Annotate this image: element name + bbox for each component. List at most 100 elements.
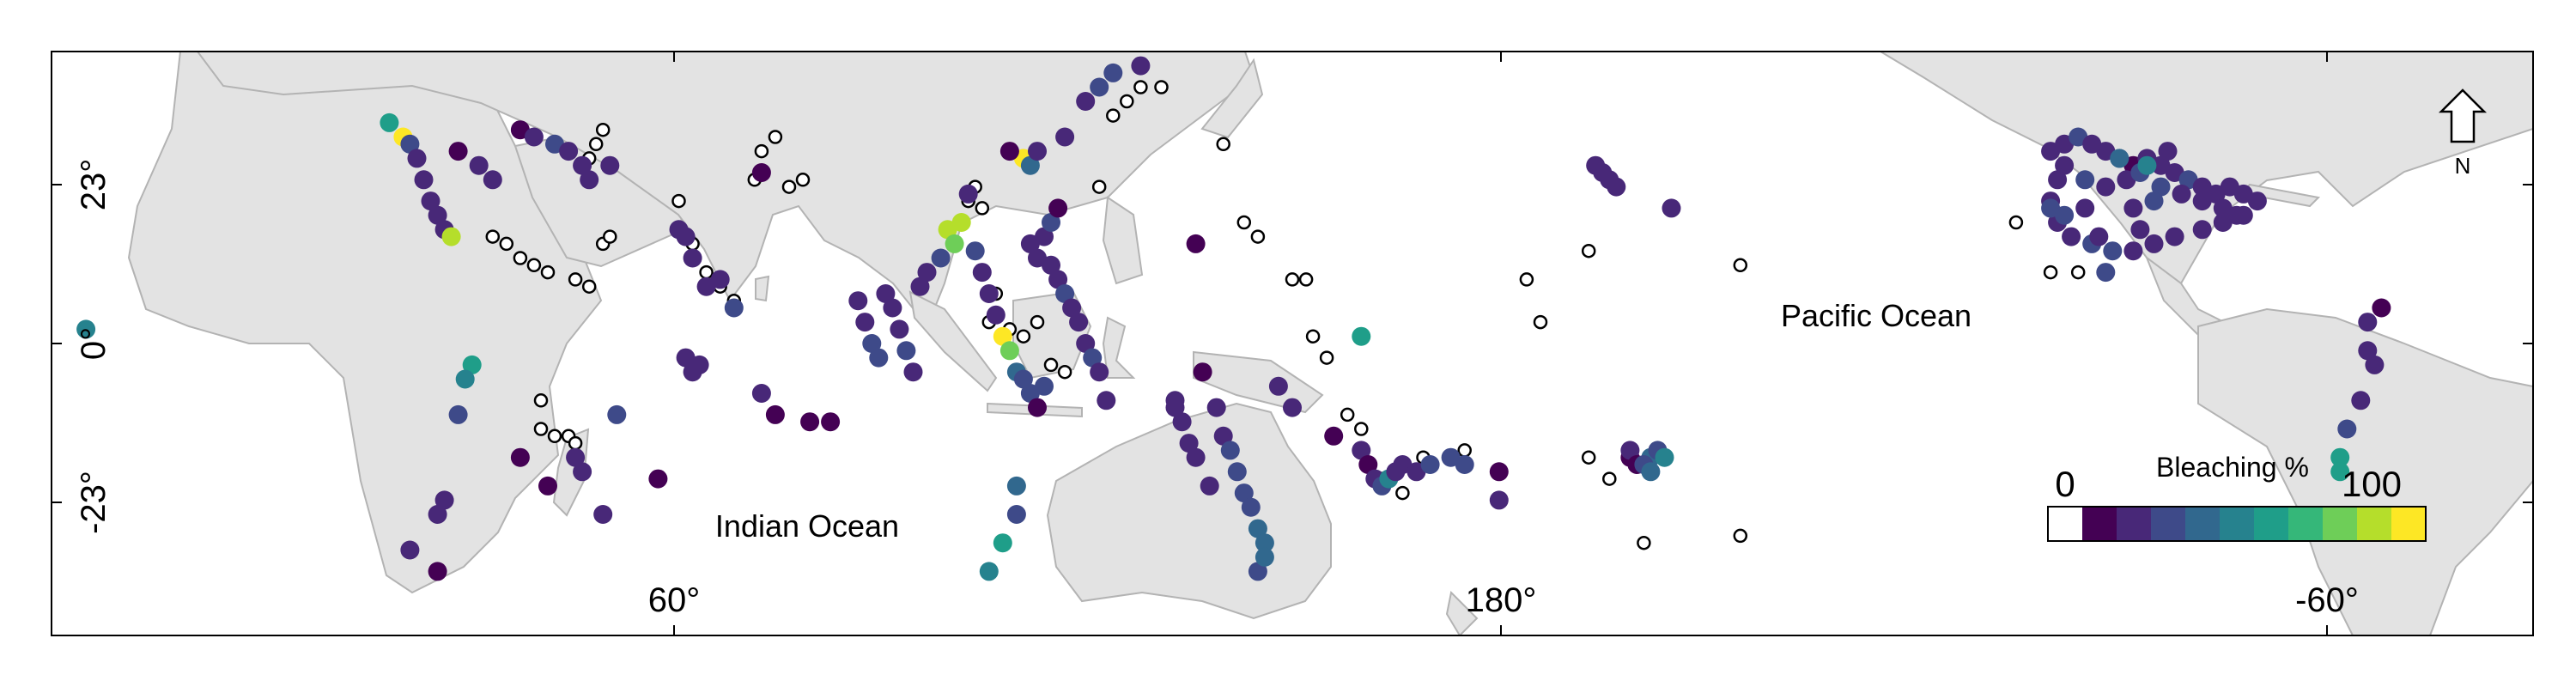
- reef-site-bleaching: [2330, 447, 2350, 467]
- reef-site-bleaching: [2358, 313, 2378, 332]
- reef-site-bleaching: [876, 284, 896, 303]
- reef-site-bleaching: [1165, 391, 1185, 410]
- legend-swatch: [2220, 507, 2255, 541]
- reef-site-bleaching: [993, 533, 1012, 553]
- reef-site-bleaching: [448, 142, 468, 161]
- reef-site-bleaching: [600, 155, 620, 175]
- reef-site-bleaching: [1352, 441, 1371, 460]
- reef-site-bleaching: [1103, 63, 1123, 82]
- reef-site-bleaching: [2103, 241, 2123, 261]
- reef-site-bleaching: [1489, 490, 1509, 510]
- reef-site-bleaching: [2089, 227, 2109, 246]
- reef-site-bleaching: [1220, 441, 1240, 460]
- reef-site-bleaching: [917, 263, 937, 283]
- reef-site-bleaching: [2130, 220, 2150, 240]
- reef-site-bleaching: [1255, 533, 1274, 553]
- reef-site-bleaching: [580, 170, 599, 190]
- landmass-new-zealand: [1445, 590, 1479, 635]
- reef-site-bleaching: [2192, 220, 2212, 240]
- legend-swatch: [2082, 507, 2117, 541]
- reef-site-no-bleaching: [1581, 450, 1596, 465]
- reef-site-bleaching: [1042, 213, 1060, 232]
- reef-site-no-bleaching: [754, 143, 769, 159]
- reef-site-bleaching: [1179, 434, 1199, 453]
- reef-site-bleaching: [986, 305, 1005, 325]
- reef-site-bleaching: [648, 469, 668, 489]
- reef-site-bleaching: [607, 404, 627, 424]
- reef-site-bleaching: [2062, 227, 2081, 246]
- reef-site-no-bleaching: [975, 201, 990, 216]
- reef-site-bleaching: [1055, 284, 1075, 303]
- reef-site-bleaching: [751, 163, 771, 182]
- landmass-north-america: [1879, 52, 2533, 285]
- reef-site-bleaching: [428, 205, 447, 225]
- reef-site-bleaching: [1227, 462, 1247, 482]
- reef-site-bleaching: [1020, 155, 1040, 175]
- reef-site-bleaching: [1069, 313, 1089, 332]
- reef-site-no-bleaching: [1285, 272, 1300, 287]
- y-tick-label-23: 23°: [75, 159, 112, 211]
- reef-site-no-bleaching: [526, 258, 542, 273]
- legend-swatch: [2323, 507, 2358, 541]
- reef-site-no-bleaching: [1250, 229, 1266, 244]
- bleaching-legend: Bleaching % 0 100: [2047, 452, 2427, 542]
- reef-site-bleaching: [903, 362, 923, 382]
- reef-site-bleaching: [855, 313, 875, 332]
- reef-site-bleaching: [1455, 455, 1474, 474]
- reef-site-no-bleaching: [595, 122, 611, 137]
- reef-site-bleaching: [510, 447, 530, 467]
- reef-site-no-bleaching: [1340, 407, 1355, 423]
- reef-site-bleaching: [455, 369, 475, 389]
- reef-site-bleaching: [999, 142, 1019, 161]
- reef-site-bleaching: [2123, 198, 2143, 218]
- reef-site-no-bleaching: [1236, 215, 1252, 230]
- reef-site-bleaching: [524, 127, 544, 147]
- reef-site-bleaching: [1200, 476, 1219, 495]
- reef-site-bleaching: [1028, 398, 1047, 417]
- reef-site-bleaching: [1255, 547, 1274, 567]
- reef-site-bleaching: [1028, 142, 1047, 161]
- reef-site-bleaching: [2144, 192, 2164, 211]
- legend-swatch: [2048, 507, 2083, 541]
- reef-site-no-bleaching: [1305, 329, 1321, 344]
- legend-swatch: [2288, 507, 2324, 541]
- reef-site-bleaching: [414, 170, 434, 190]
- reef-site-bleaching: [1035, 227, 1054, 246]
- reef-site-no-bleaching: [1030, 314, 1045, 330]
- reef-site-bleaching: [483, 170, 502, 190]
- reef-site-bleaching: [1076, 92, 1096, 111]
- north-arrow-icon: [2438, 88, 2488, 143]
- reef-site-bleaching: [869, 348, 889, 368]
- reef-site-bleaching: [765, 404, 785, 424]
- reef-site-no-bleaching: [1733, 528, 1748, 544]
- reef-site-bleaching: [972, 263, 992, 283]
- reef-site-bleaching: [1358, 455, 1378, 474]
- reef-site-bleaching: [1641, 462, 1661, 482]
- reef-site-bleaching: [434, 490, 454, 510]
- reef-site-bleaching: [1186, 447, 1206, 467]
- reef-site-bleaching: [1172, 412, 1192, 432]
- reef-site-bleaching: [676, 227, 696, 246]
- reef-site-bleaching: [2048, 170, 2068, 190]
- reef-site-bleaching: [2096, 263, 2116, 283]
- reef-site-bleaching: [1234, 483, 1254, 503]
- reef-site-no-bleaching: [1043, 357, 1059, 373]
- reef-site-bleaching: [862, 334, 882, 353]
- axis-ticks: [52, 52, 2533, 635]
- reef-site-bleaching: [2151, 177, 2171, 197]
- legend-swatch: [2254, 507, 2289, 541]
- reef-site-bleaching: [2075, 170, 2095, 190]
- reef-site-no-bleaching: [768, 130, 783, 144]
- reef-site-no-bleaching: [1016, 329, 1031, 344]
- reef-site-bleaching: [945, 234, 964, 253]
- reef-site-bleaching: [2144, 234, 2164, 253]
- landmass-sumatra: [908, 290, 998, 392]
- reef-site-bleaching: [2213, 198, 2233, 218]
- reef-site-no-bleaching: [485, 229, 501, 244]
- x-tick-label-180: 180°: [1466, 581, 1537, 619]
- reef-site-bleaching: [1055, 127, 1075, 147]
- reef-site-no-bleaching: [568, 435, 583, 451]
- legend-title: Bleaching %: [2156, 452, 2309, 483]
- x-tick-label-minus-60: -60°: [2295, 581, 2359, 619]
- x-tick-label-60: 60°: [648, 581, 701, 619]
